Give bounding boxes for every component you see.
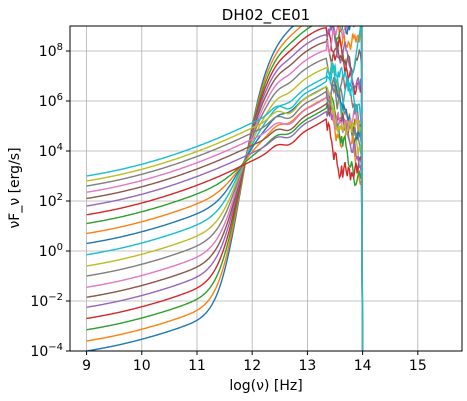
x-axis-label: log(ν) [Hz] [229,378,302,394]
y-tick-label: 106 [39,92,63,110]
x-tick-label: 14 [354,358,372,374]
series-line [86,38,364,351]
series-line [86,26,364,351]
y-tick-label: 100 [39,242,63,260]
series-line [86,75,364,351]
y-tick-label: 104 [39,142,63,160]
x-tick-label: 12 [243,358,261,374]
series-line [86,85,364,351]
series-line [86,104,364,351]
y-tick-label: 10−2 [30,292,63,310]
series-line [86,26,364,351]
y-tick-label: 10−4 [30,342,63,360]
plot-lines [86,26,364,351]
x-tick-label: 15 [409,358,427,374]
x-tick-label: 10 [133,358,151,374]
series-line [86,26,364,351]
x-axis: 9 10 11 12 13 14 15 [82,351,427,374]
y-axis: 10−4 10−2 100 102 104 106 108 [30,42,70,360]
series-line [86,26,364,351]
series-line [86,95,364,351]
plot-frame [69,25,463,352]
y-tick-label: 108 [39,42,63,60]
series-line [86,26,364,351]
chart-title: DH02_CE01 [222,6,310,25]
x-tick-label: 11 [188,358,206,374]
y-axis-label: νF_ν [erg/s] [7,147,23,228]
series-line [86,57,364,351]
series-line [86,62,364,351]
series-line [86,26,364,351]
series-line [86,26,364,351]
series-line [86,89,364,351]
series-line [86,95,364,351]
x-tick-label: 9 [82,358,91,374]
series-line [86,61,364,351]
y-tick-label: 102 [39,192,63,210]
series-line [86,100,364,351]
x-tick-label: 13 [298,358,316,374]
series-line [86,117,364,351]
